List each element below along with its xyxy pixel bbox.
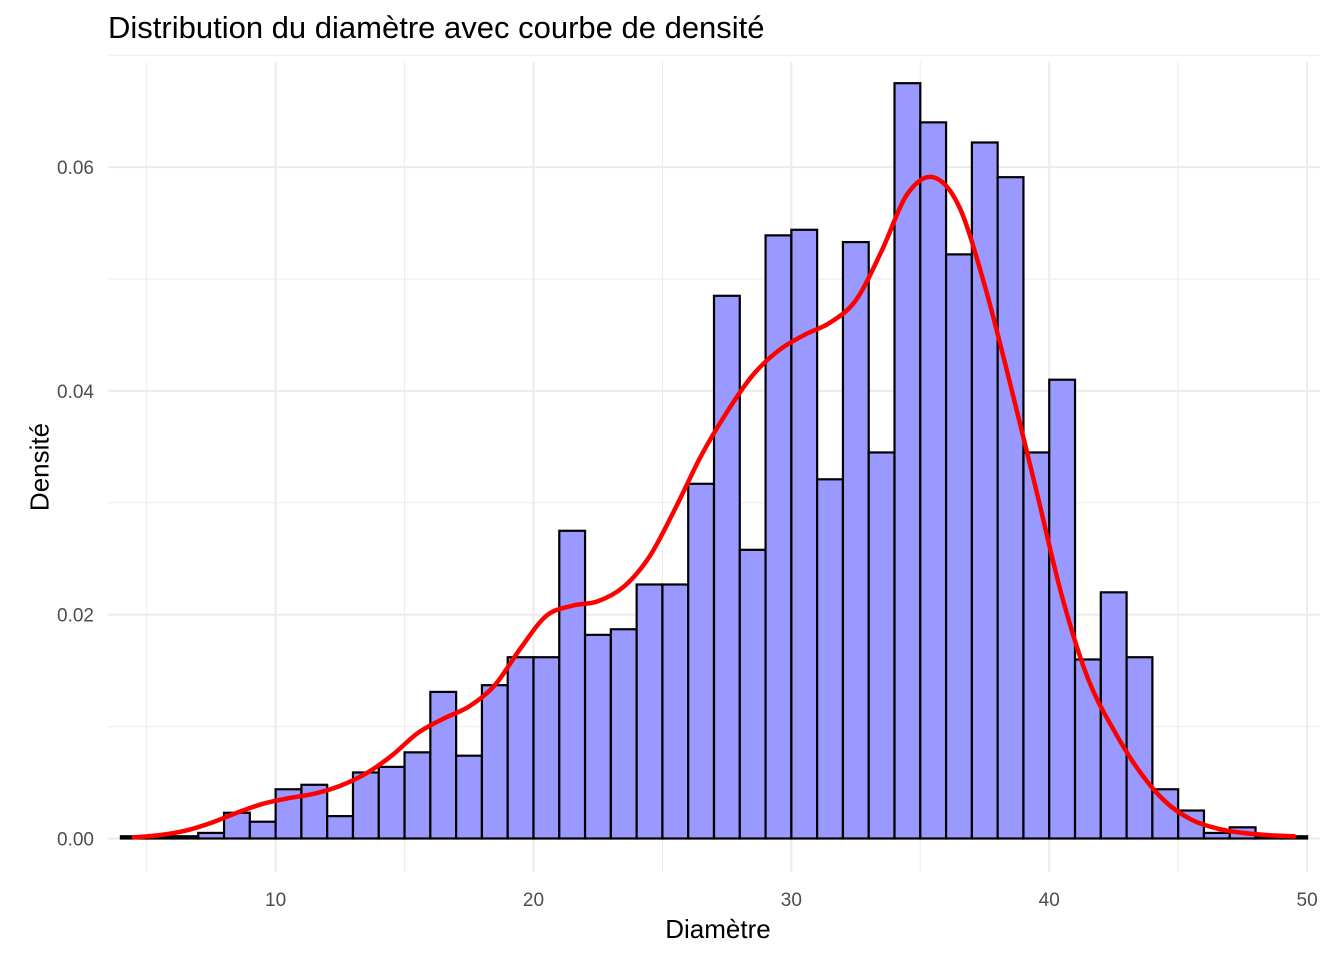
x-tick-label: 10 [265, 890, 286, 911]
histogram-bar [583, 633, 612, 840]
x-axis-label: Diamètre [665, 914, 771, 944]
histogram-bar [790, 228, 819, 840]
histogram-bar [532, 656, 561, 840]
histogram-bar [816, 478, 845, 840]
y-tick-label: 0.02 [57, 606, 94, 627]
histogram-bar [609, 628, 638, 840]
histogram-bar [171, 835, 200, 840]
histogram-bar [867, 451, 896, 840]
y-tick-label: 0.04 [57, 382, 94, 403]
y-tick-label: 0.00 [57, 830, 94, 851]
histogram-bar [1125, 656, 1154, 840]
histogram-bar [841, 240, 870, 840]
histogram-bar [1022, 451, 1051, 840]
density-curve [131, 174, 1297, 840]
chart-title: Distribution du diamètre avec courbe de … [108, 10, 765, 45]
histogram-bar [919, 121, 948, 840]
histogram-bar [764, 234, 793, 840]
histogram-bar [351, 771, 380, 840]
histogram-bar [197, 831, 226, 840]
histogram-bar [480, 684, 509, 840]
histogram-bar [944, 253, 973, 840]
histogram-bar [377, 765, 406, 840]
histogram-bar [506, 656, 535, 840]
y-axis-label: Densité [24, 422, 55, 512]
histogram-bar [1048, 378, 1077, 840]
x-tick-label: 40 [1039, 890, 1060, 911]
x-tick-label: 20 [523, 890, 544, 911]
histogram-bar [970, 141, 999, 840]
histogram-bar [661, 583, 690, 840]
histogram-bar [403, 751, 432, 840]
histogram-bar [558, 529, 587, 840]
histogram-bar [326, 815, 355, 840]
histogram-bar [738, 548, 767, 840]
histogram-bar [996, 176, 1025, 840]
histogram-bar [1151, 788, 1180, 840]
histogram-bar [712, 294, 741, 840]
y-tick-label: 0.06 [57, 158, 94, 179]
histogram-bar [635, 583, 664, 840]
histogram-bar [687, 482, 716, 840]
x-tick-label: 30 [781, 890, 802, 911]
histogram-bar [1202, 831, 1231, 840]
x-tick-label: 50 [1297, 890, 1318, 911]
histogram-bar [248, 820, 277, 840]
histogram-bar [455, 754, 484, 840]
histogram-bar [1073, 658, 1102, 840]
